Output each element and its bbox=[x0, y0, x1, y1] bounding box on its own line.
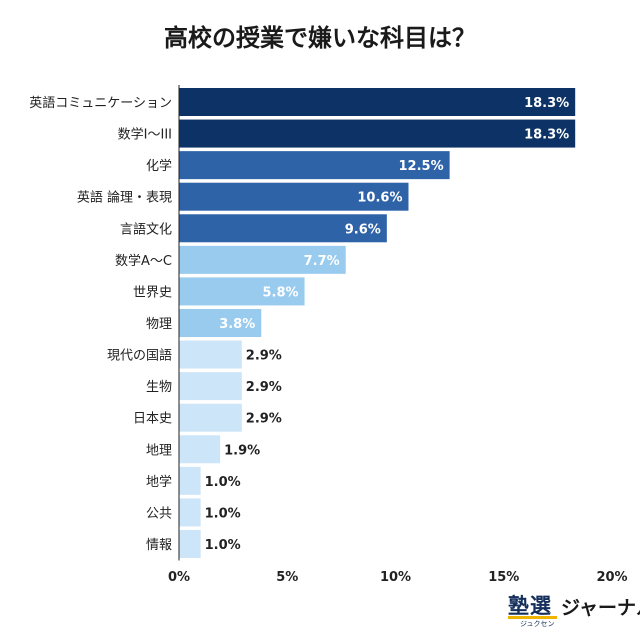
x-tick-label-1: 5% bbox=[276, 570, 298, 585]
category-label-11: 地理 bbox=[146, 443, 172, 458]
category-label-1: 数学I〜III bbox=[118, 127, 172, 143]
category-label-12: 地学 bbox=[146, 474, 172, 490]
x-tick-label-3: 15% bbox=[488, 570, 519, 585]
bar-14 bbox=[179, 529, 201, 558]
bar-0 bbox=[179, 88, 576, 116]
bar-7 bbox=[179, 308, 262, 337]
bar-2 bbox=[179, 151, 450, 180]
category-label-4: 言語文化 bbox=[120, 221, 172, 237]
x-tick-label-4: 20% bbox=[596, 570, 627, 585]
bar-8 bbox=[179, 340, 242, 369]
category-label-5: 数学A〜C bbox=[115, 253, 172, 269]
value-label-2: 12.5% bbox=[399, 159, 444, 174]
value-label-11: 1.9% bbox=[224, 443, 260, 458]
logo-kanji: 塾選 bbox=[508, 594, 552, 618]
bar-6 bbox=[179, 277, 305, 306]
value-label-14: 1.0% bbox=[205, 538, 241, 553]
value-label-0: 18.3% bbox=[524, 96, 569, 111]
category-label-2: 化学 bbox=[146, 158, 172, 174]
chart-title: 高校の授業で嫌いな科目は？ bbox=[164, 24, 476, 52]
logo-journal-text: ジャーナル bbox=[561, 597, 640, 619]
bar-9 bbox=[179, 372, 242, 401]
value-label-8: 2.9% bbox=[246, 349, 282, 364]
bar-10 bbox=[179, 403, 242, 432]
category-label-14: 情報 bbox=[146, 538, 172, 553]
bar-12 bbox=[179, 466, 201, 495]
value-label-5: 7.7% bbox=[304, 254, 340, 269]
value-label-13: 1.0% bbox=[205, 506, 241, 521]
value-label-4: 9.6% bbox=[345, 222, 381, 237]
value-label-12: 1.0% bbox=[205, 475, 241, 490]
bar-3 bbox=[179, 182, 409, 211]
category-label-7: 物理 bbox=[146, 317, 172, 332]
category-label-6: 世界史 bbox=[133, 285, 172, 300]
category-label-8: 現代の国語 bbox=[107, 348, 172, 364]
x-tick-label-2: 10% bbox=[380, 570, 411, 585]
bar-11 bbox=[179, 435, 221, 464]
category-label-0: 英語コミュニケーション bbox=[29, 95, 172, 111]
value-label-9: 2.9% bbox=[246, 380, 282, 395]
value-label-1: 18.3% bbox=[524, 128, 569, 143]
value-label-7: 3.8% bbox=[219, 317, 255, 332]
value-label-6: 5.8% bbox=[263, 285, 299, 300]
category-label-13: 公共 bbox=[146, 506, 172, 521]
category-label-9: 生物 bbox=[146, 380, 172, 395]
category-label-10: 日本史 bbox=[133, 412, 172, 427]
bar-13 bbox=[179, 498, 201, 527]
logo-underline bbox=[508, 616, 557, 619]
value-label-3: 10.6% bbox=[357, 191, 402, 206]
logo-ruby: ジュクセン bbox=[520, 620, 555, 628]
bar-5 bbox=[179, 245, 346, 274]
category-label-3: 英語 論理・表現 bbox=[77, 190, 172, 206]
bar-4 bbox=[179, 214, 387, 243]
bar-1 bbox=[179, 119, 576, 148]
value-label-10: 2.9% bbox=[246, 412, 282, 427]
x-tick-label-0: 0% bbox=[168, 570, 190, 585]
